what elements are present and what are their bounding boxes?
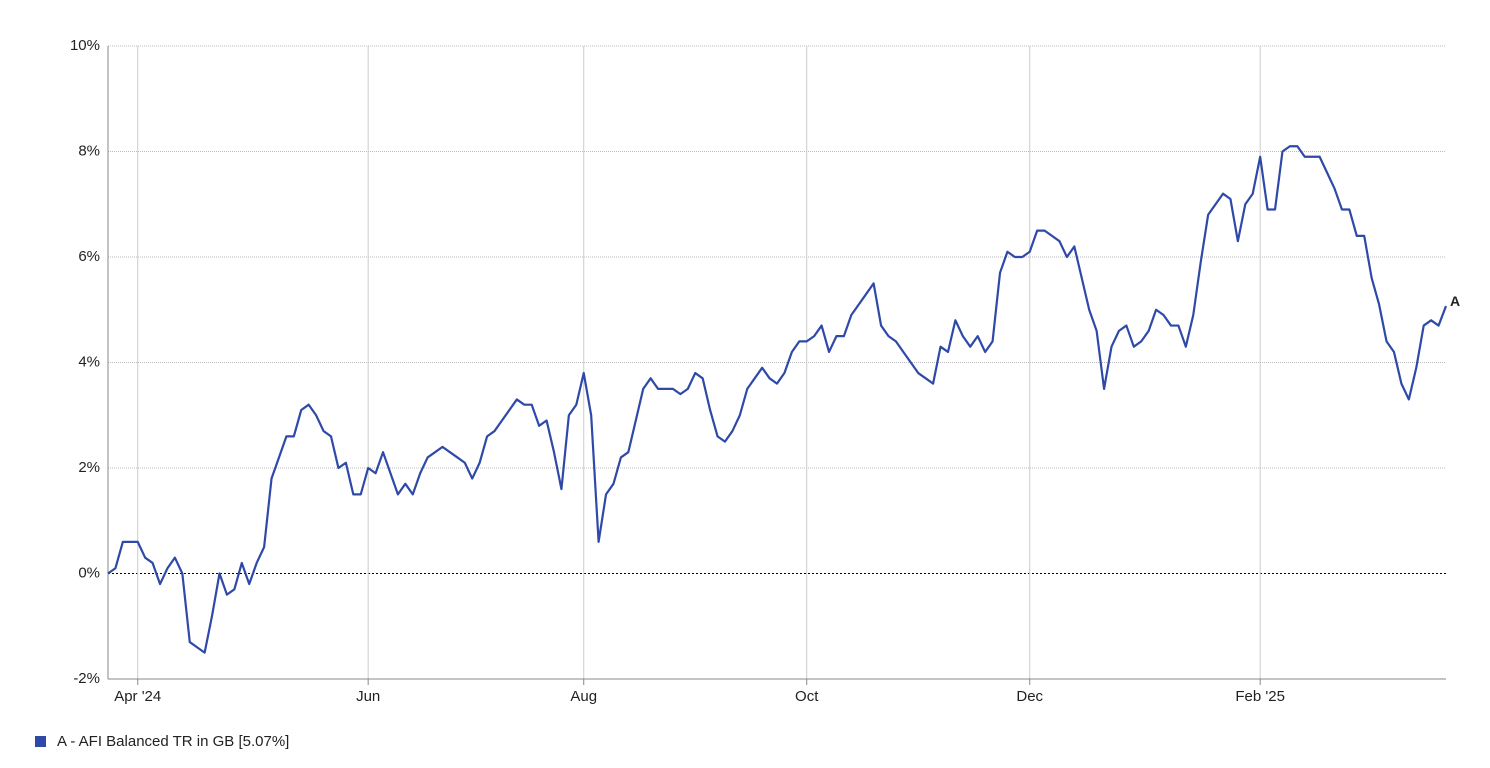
y-tick-label: 0%	[78, 564, 100, 581]
end-label: A	[1450, 293, 1460, 309]
x-tick-label: Oct	[795, 688, 819, 705]
legend-label: A - AFI Balanced TR in GB [5.07%]	[57, 733, 289, 750]
x-tick-label: Jun	[356, 688, 380, 705]
line-series	[107, 145, 1448, 654]
y-tick-label: 6%	[78, 248, 100, 265]
y-tick-label: 2%	[78, 459, 100, 476]
x-tick-label: Dec	[1016, 688, 1043, 705]
x-tick-label: Feb '25	[1235, 688, 1285, 705]
y-tick-label: 10%	[70, 37, 100, 54]
y-tick-label: -2%	[73, 670, 100, 687]
x-tick-label: Apr '24	[114, 688, 161, 705]
x-tick-label: Aug	[570, 688, 597, 705]
legend-swatch	[35, 736, 46, 747]
y-tick-label: 8%	[78, 142, 100, 159]
y-tick-label: 4%	[78, 353, 100, 370]
